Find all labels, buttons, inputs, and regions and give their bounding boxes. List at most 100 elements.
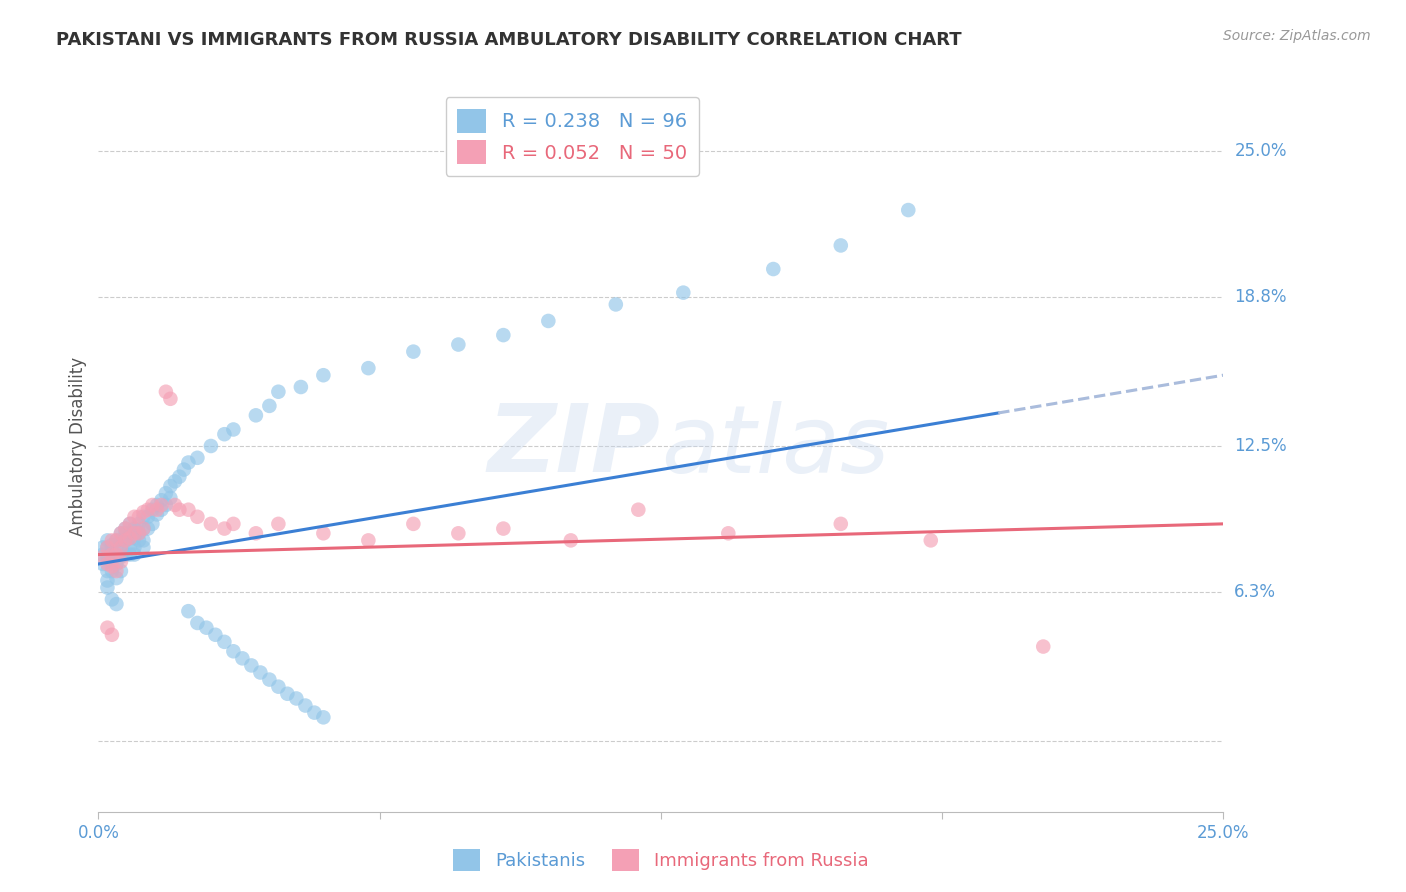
Point bbox=[492, 522, 515, 536]
Point bbox=[357, 533, 380, 548]
Point bbox=[231, 651, 253, 665]
Point bbox=[222, 644, 245, 658]
Point bbox=[132, 541, 155, 555]
Point bbox=[177, 502, 200, 516]
Point bbox=[110, 533, 132, 548]
Point bbox=[105, 548, 128, 562]
Point bbox=[146, 498, 169, 512]
Point bbox=[101, 533, 124, 548]
Point bbox=[124, 522, 146, 536]
Point bbox=[312, 368, 335, 383]
Point bbox=[155, 486, 177, 500]
Point bbox=[267, 384, 290, 399]
Point bbox=[96, 574, 118, 588]
Text: 12.5%: 12.5% bbox=[1234, 437, 1286, 455]
Point bbox=[141, 516, 163, 531]
Point bbox=[105, 548, 128, 562]
Point bbox=[146, 508, 169, 522]
Point bbox=[159, 479, 181, 493]
Point bbox=[177, 604, 200, 618]
Point bbox=[897, 202, 920, 217]
Point bbox=[447, 526, 470, 541]
Point bbox=[214, 522, 236, 536]
Point bbox=[267, 516, 290, 531]
Point bbox=[169, 469, 191, 483]
Point bbox=[128, 533, 150, 548]
Point bbox=[91, 548, 114, 562]
Point bbox=[186, 509, 208, 524]
Point bbox=[118, 526, 141, 541]
Point bbox=[717, 526, 740, 541]
Point bbox=[159, 392, 181, 406]
Point bbox=[136, 522, 159, 536]
Point bbox=[186, 450, 208, 465]
Point bbox=[245, 526, 267, 541]
Point bbox=[101, 545, 124, 559]
Point bbox=[132, 522, 155, 536]
Legend: Pakistanis, Immigrants from Russia: Pakistanis, Immigrants from Russia bbox=[446, 842, 876, 879]
Y-axis label: Ambulatory Disability: Ambulatory Disability bbox=[69, 357, 87, 535]
Point bbox=[195, 621, 218, 635]
Point bbox=[177, 456, 200, 470]
Point bbox=[222, 422, 245, 436]
Point bbox=[128, 526, 150, 541]
Point bbox=[200, 439, 222, 453]
Point bbox=[200, 516, 222, 531]
Text: 18.8%: 18.8% bbox=[1234, 288, 1286, 306]
Point bbox=[290, 380, 312, 394]
Point bbox=[146, 502, 169, 516]
Point bbox=[105, 564, 128, 578]
Point bbox=[114, 533, 136, 548]
Point bbox=[105, 533, 128, 548]
Point bbox=[249, 665, 271, 680]
Point bbox=[402, 516, 425, 531]
Point bbox=[101, 628, 124, 642]
Point bbox=[96, 541, 118, 555]
Text: Source: ZipAtlas.com: Source: ZipAtlas.com bbox=[1223, 29, 1371, 43]
Point bbox=[285, 691, 308, 706]
Point bbox=[118, 531, 141, 545]
Point bbox=[276, 687, 298, 701]
Point bbox=[163, 498, 186, 512]
Point bbox=[110, 564, 132, 578]
Point bbox=[124, 541, 146, 555]
Point bbox=[114, 533, 136, 548]
Point bbox=[169, 502, 191, 516]
Point bbox=[762, 262, 785, 277]
Point bbox=[312, 710, 335, 724]
Point bbox=[240, 658, 263, 673]
Point bbox=[141, 498, 163, 512]
Point bbox=[150, 493, 173, 508]
Point bbox=[91, 549, 114, 564]
Point bbox=[101, 592, 124, 607]
Point bbox=[357, 361, 380, 376]
Point bbox=[136, 509, 159, 524]
Point bbox=[150, 498, 173, 512]
Point bbox=[118, 516, 141, 531]
Point bbox=[259, 399, 281, 413]
Point bbox=[150, 502, 173, 516]
Point bbox=[132, 533, 155, 548]
Point bbox=[605, 297, 627, 311]
Point bbox=[105, 597, 128, 611]
Point bbox=[110, 555, 132, 569]
Point bbox=[128, 526, 150, 541]
Point bbox=[118, 548, 141, 562]
Point bbox=[259, 673, 281, 687]
Point bbox=[537, 314, 560, 328]
Point bbox=[124, 509, 146, 524]
Point bbox=[91, 557, 114, 571]
Text: ZIP: ZIP bbox=[488, 400, 661, 492]
Point bbox=[830, 516, 852, 531]
Point bbox=[114, 526, 136, 541]
Point bbox=[173, 462, 195, 476]
Point bbox=[96, 557, 118, 571]
Point bbox=[163, 475, 186, 489]
Point bbox=[118, 516, 141, 531]
Point bbox=[560, 533, 582, 548]
Point bbox=[222, 516, 245, 531]
Point bbox=[114, 522, 136, 536]
Text: 25.0%: 25.0% bbox=[1234, 142, 1286, 160]
Text: PAKISTANI VS IMMIGRANTS FROM RUSSIA AMBULATORY DISABILITY CORRELATION CHART: PAKISTANI VS IMMIGRANTS FROM RUSSIA AMBU… bbox=[56, 31, 962, 49]
Point bbox=[101, 548, 124, 562]
